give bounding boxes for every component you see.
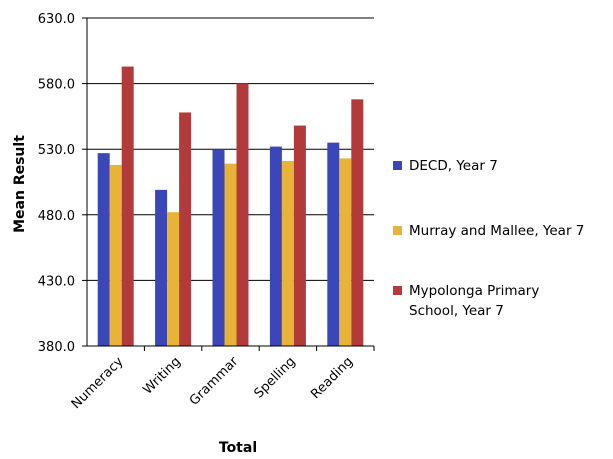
legend-label: Mypolonga Primary <box>409 283 539 299</box>
x-tick-labels: Numeracy Writing Grammar Spelling Reading <box>69 354 356 412</box>
bar <box>224 163 237 346</box>
x-tick-label: Writing <box>140 354 183 397</box>
y-tick-label: 530.0 <box>38 143 75 158</box>
legend-swatch <box>393 286 402 295</box>
bar <box>109 164 122 346</box>
legend-swatch <box>393 226 402 235</box>
bars <box>97 66 364 347</box>
x-axis-title: Total <box>219 440 257 456</box>
x-tick-label: Spelling <box>251 354 298 401</box>
bar <box>212 149 225 346</box>
axes <box>82 17 375 351</box>
y-axis-title: Mean Result <box>12 135 28 233</box>
bar <box>155 189 168 346</box>
y-tick-label: 380.0 <box>38 340 75 355</box>
bar <box>236 83 249 346</box>
bar <box>293 125 306 346</box>
x-tick-label: Numeracy <box>69 354 127 412</box>
y-tick-labels: 380.0 430.0 480.0 530.0 580.0 630.0 <box>38 12 75 355</box>
legend: DECD, Year 7 Murray and Mallee, Year 7 Myp… <box>393 158 584 319</box>
legend-swatch <box>393 161 402 170</box>
x-tick-label: Reading <box>308 354 356 402</box>
y-tick-label: 480.0 <box>38 209 75 224</box>
bar <box>97 153 110 346</box>
legend-label: Murray and Mallee, Year 7 <box>409 223 584 239</box>
bar <box>281 161 294 346</box>
bar <box>269 146 282 346</box>
legend-label: School, Year 7 <box>409 303 504 319</box>
bar <box>339 158 352 346</box>
bar <box>179 112 192 347</box>
y-tick-label: 580.0 <box>38 78 75 93</box>
legend-label: DECD, Year 7 <box>409 158 498 174</box>
bar <box>351 99 364 347</box>
y-tick-label: 430.0 <box>38 274 75 289</box>
bar <box>167 212 180 346</box>
x-tick-label: Grammar <box>187 354 242 409</box>
bar <box>327 142 340 346</box>
bar <box>121 66 134 346</box>
y-tick-label: 630.0 <box>38 12 75 27</box>
